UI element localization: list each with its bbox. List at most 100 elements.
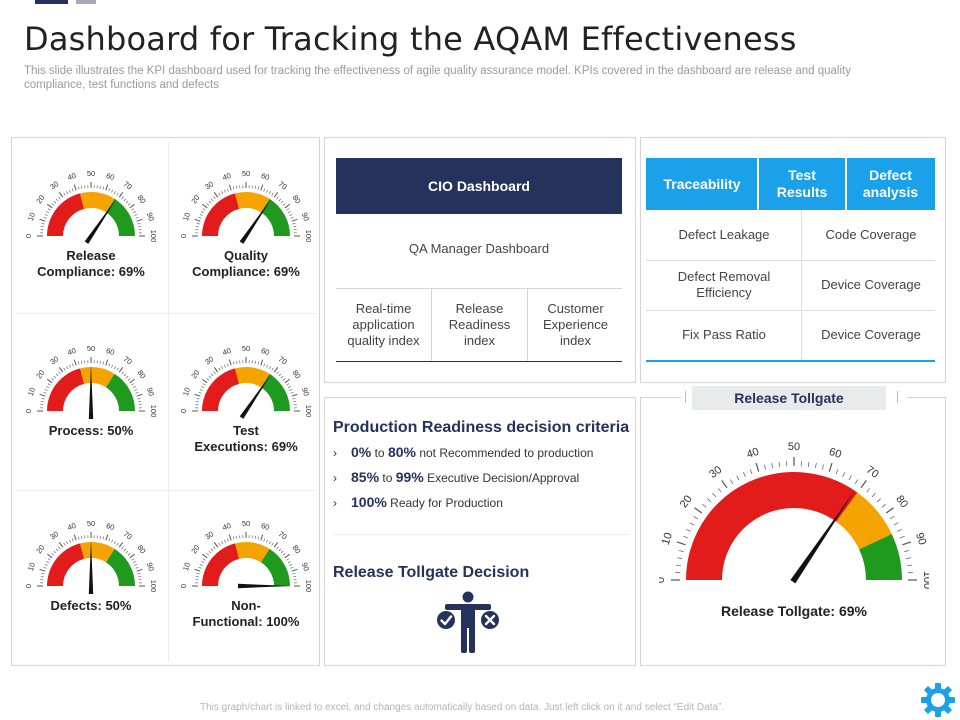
gauge-tick <box>694 507 703 514</box>
gauge-tick <box>273 192 279 198</box>
gauge-tick <box>47 208 51 211</box>
gauge-tick <box>58 367 64 373</box>
gauge-tick <box>218 192 221 196</box>
gauge-tick <box>208 200 212 204</box>
gauge-tick-label: 50 <box>87 344 95 353</box>
qa-manager-dashboard[interactable]: QA Manager Dashboard <box>408 240 550 256</box>
gauge-tick <box>102 361 104 365</box>
page-subtitle: This slide illustrates the KPI dashboard… <box>24 65 851 91</box>
gauge-tick <box>46 386 50 389</box>
gauge-tick <box>44 214 48 216</box>
gauge-tick <box>66 191 69 195</box>
gauge-tick-label: 50 <box>87 519 95 528</box>
gauge-tick <box>66 366 69 370</box>
gauge-tick-label: 90 <box>145 211 156 222</box>
gauge-band-green <box>106 198 135 236</box>
gauge-tick <box>290 216 294 219</box>
gauge-needle <box>239 197 272 244</box>
gear-icon[interactable] <box>920 682 956 718</box>
gauge-tick-label: 70 <box>277 529 289 541</box>
gauge-tick <box>73 184 77 191</box>
gauge-tick <box>286 558 290 561</box>
gauge-tick-label: 30 <box>707 464 724 481</box>
cell-device-coverage[interactable]: Device Coverage <box>821 327 921 342</box>
gauge-tick <box>890 515 895 520</box>
gauge-test-executions[interactable]: 0 10 20 30 40 50 60 70 80 90 100 Test Executions: 6… <box>169 313 323 488</box>
cio-dashboard-header[interactable]: CIO Dashboard <box>336 158 622 214</box>
top-accent-bar <box>35 0 68 4</box>
gauge-tick <box>702 503 707 508</box>
gauge-label: Defects: 50% <box>50 598 132 613</box>
qa-index-realtime[interactable]: Real-time application quality index <box>347 301 420 348</box>
gauge-tick <box>202 378 208 384</box>
gauge-tick <box>40 401 44 403</box>
gauge-tick <box>195 226 199 228</box>
gauge-tick-label: 0 <box>179 234 188 238</box>
header-traceability[interactable]: Traceability <box>646 158 758 210</box>
gauge-tick <box>121 196 124 200</box>
gauge-tick <box>236 535 238 539</box>
gauge-tick <box>263 538 266 542</box>
gauge-tick <box>194 393 201 397</box>
gauge-defects[interactable]: 0 10 20 30 40 50 60 70 80 90 100 Defects: 50% <box>14 488 168 663</box>
gauge-tick-label: 0 <box>179 409 188 413</box>
gauge-needle <box>88 365 94 419</box>
qa-index-release-readiness[interactable]: Release Readiness index <box>448 301 511 348</box>
gauge-tick <box>113 191 116 195</box>
gauge-tick <box>254 185 256 189</box>
cell-defect-removal-efficiency[interactable]: Defect Removal Efficiency <box>677 269 771 300</box>
gauge-tick-label: 100 <box>304 230 313 243</box>
gauge-non-functional[interactable]: 0 10 20 30 40 50 60 70 80 90 100 Non- Functional: 1… <box>169 488 323 663</box>
gauge-quality-compliance[interactable]: 0 10 20 30 40 50 60 70 80 90 100 Quality Compliance… <box>169 138 323 313</box>
cell-fix-pass-ratio[interactable]: Fix Pass Ratio <box>682 327 766 342</box>
gauge-process[interactable]: 0 10 20 30 40 50 60 70 80 90 100 Process: 50% <box>14 313 168 488</box>
gauge-tick-label: 40 <box>66 521 77 532</box>
gauge-tick <box>116 367 119 371</box>
gauge-tick <box>221 191 224 195</box>
gauge-tick <box>78 536 80 540</box>
gauge-tick <box>129 553 135 559</box>
gauge-tick <box>755 462 760 472</box>
gauge-tick <box>116 542 119 546</box>
gauge-tick <box>273 542 279 548</box>
gauge-tick <box>287 211 291 214</box>
release-tollgate-gauge[interactable]: 0 10 20 30 40 50 60 70 80 90 100 <box>659 438 929 598</box>
gauge-tick-label: 50 <box>788 441 800 453</box>
grid-divider <box>16 490 316 491</box>
gauge-tick <box>224 539 226 543</box>
gauge-tick <box>102 186 104 190</box>
gauge-tick-label: 60 <box>260 346 271 357</box>
header-test-results[interactable]: Test Results <box>758 158 846 210</box>
gauge-tick <box>71 188 74 192</box>
gauge-tick <box>282 553 286 556</box>
gauge-tick <box>41 398 45 400</box>
gauge-tick <box>111 189 113 193</box>
gauge-tick <box>268 191 271 195</box>
gauge-tick <box>278 548 282 552</box>
gauge-tick <box>43 566 47 569</box>
cell-defect-leakage[interactable]: Defect Leakage <box>678 227 770 242</box>
gauge-tick-label: 10 <box>26 561 37 572</box>
gauge-tick <box>293 226 297 228</box>
gauge-tick <box>131 558 135 561</box>
gauge-tick <box>123 548 127 552</box>
grid-divider <box>16 313 316 314</box>
gauge-tick <box>40 226 44 228</box>
divider <box>527 289 528 361</box>
qa-index-customer-experience[interactable]: Customer Experience index <box>542 301 609 348</box>
gauge-tick <box>81 185 83 189</box>
gauge-tick-label: 80 <box>290 193 302 205</box>
gauge-tick <box>55 548 59 552</box>
gauge-release-compliance[interactable]: 0 10 20 30 40 50 60 70 80 90 100 Release Compliance… <box>14 138 168 313</box>
header-defect-analysis[interactable]: Defect analysis <box>846 158 935 210</box>
tollgate-decision-title: Release Tollgate Decision <box>333 564 530 581</box>
gauge-tick <box>53 550 57 554</box>
gauge-band-red <box>202 543 240 586</box>
gauge-tick <box>224 364 226 368</box>
gauge-tick <box>47 383 51 386</box>
gauge-tick <box>135 566 139 569</box>
gauge-tick <box>828 462 833 472</box>
cell-device-coverage[interactable]: Device Coverage <box>821 277 921 292</box>
cell-code-coverage[interactable]: Code Coverage <box>825 227 917 242</box>
